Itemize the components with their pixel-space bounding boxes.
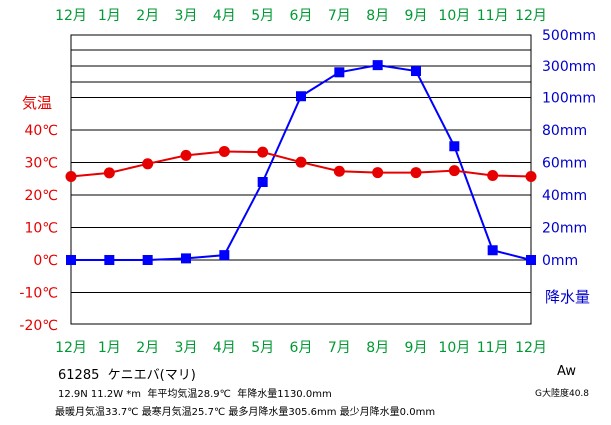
precipitation-point — [181, 253, 191, 264]
precipitation-point — [257, 177, 268, 187]
min-precip: 最少月降水量0.0mm — [339, 407, 436, 418]
plot-frame — [70, 34, 532, 325]
temperature-point — [410, 167, 422, 179]
station-name: ケニエバ(マリ) — [107, 368, 196, 383]
month-label: 3月 — [175, 340, 198, 356]
left-axis-ticks: 40℃ 30℃ 20℃ 10℃ 0℃ -10℃ -20℃ — [19, 123, 58, 334]
annual-precip: 年降水量1130.0mm — [237, 389, 332, 400]
precipitation-point — [66, 255, 76, 265]
precipitation-point — [104, 255, 115, 265]
temperature-point — [180, 149, 192, 161]
precipitation-point — [296, 91, 306, 102]
temp-tick-label: -10℃ — [19, 286, 58, 302]
month-label: 7月 — [328, 340, 351, 356]
temp-tick-label: 20℃ — [24, 188, 58, 204]
month-label: 5月 — [251, 8, 274, 24]
right-axis-label: 降水量 — [545, 288, 590, 306]
month-labels-top: 12月 1月 2月 3月 4月 5月 6月 7月 8月 9月 10月 11月 12月 — [55, 8, 547, 24]
station-info-line: 12.9N 11.2W *m 年平均気温28.9℃ 年降水量1130.0mm — [58, 385, 332, 400]
temperature-point — [372, 167, 384, 179]
climate-chart: 12月 1月 2月 3月 4月 5月 6月 7月 8月 9月 10月 11月 12月 12月 1月 2月 3月… — [19, 8, 596, 356]
precipitation-point — [449, 141, 460, 152]
month-label: 2月 — [136, 340, 159, 356]
temperature-point — [65, 170, 77, 182]
temperature-point — [487, 170, 499, 181]
temp-tick-label: 0℃ — [33, 253, 58, 269]
precipitation-point — [526, 255, 536, 265]
precip-tick-label: 60mm — [542, 156, 587, 172]
month-label: 12月 — [515, 8, 547, 24]
annual-temp: 年平均気温28.9℃ — [147, 389, 231, 400]
month-label: 10月 — [438, 340, 470, 356]
climate-class: Aw — [557, 364, 576, 379]
precip-tick-label: 40mm — [542, 188, 587, 204]
month-label: 6月 — [290, 340, 313, 356]
precipitation-point — [411, 66, 421, 77]
max-precip: 最多月降水量305.6mm — [228, 407, 337, 418]
precip-tick-label: 300mm — [542, 59, 596, 75]
temp-tick-label: 40℃ — [24, 123, 58, 139]
coldest-month: 最寒月気温25.7℃ — [141, 407, 226, 418]
precip-tick-label: 0mm — [542, 253, 578, 269]
left-axis-label: 気温 — [22, 94, 52, 112]
month-label: 11月 — [477, 8, 509, 24]
temperature-point — [448, 165, 460, 177]
station-id-name: 61285 ケニエバ(マリ) — [58, 364, 196, 383]
month-label: 6月 — [290, 8, 313, 24]
month-label: 1月 — [98, 340, 121, 356]
month-label: 9月 — [405, 340, 428, 356]
extremes-line: 最暖月気温33.7℃ 最寒月気温25.7℃ 最多月降水量305.6mm 最少月降… — [55, 403, 435, 418]
temperature-point — [295, 156, 307, 168]
month-label: 5月 — [251, 340, 274, 356]
warmest-month: 最暖月気温33.7℃ — [55, 407, 139, 418]
temp-tick-label: 30℃ — [24, 156, 58, 172]
month-labels-bottom: 12月 1月 2月 3月 4月 5月 6月 7月 8月 9月 10月 11月 12月 — [55, 340, 547, 356]
precipitation-point — [334, 67, 345, 78]
month-label: 4月 — [213, 340, 236, 356]
temperature-point — [218, 145, 230, 157]
month-label: 2月 — [136, 8, 159, 24]
temperature-point — [333, 165, 345, 177]
temp-tick-label: 10℃ — [24, 221, 58, 237]
precip-tick-label: 80mm — [542, 123, 587, 139]
month-label: 11月 — [477, 340, 509, 356]
month-label: 8月 — [366, 340, 389, 356]
station-id: 61285 — [58, 368, 100, 383]
temperature-point — [257, 146, 269, 158]
series-layer — [65, 60, 537, 265]
precipitation-point — [487, 245, 498, 256]
temperature-point — [525, 170, 537, 182]
precipitation-point — [142, 255, 153, 265]
month-label: 12月 — [515, 340, 547, 356]
month-label: 12月 — [55, 340, 87, 356]
month-label: 4月 — [213, 8, 236, 24]
right-axis-ticks: 500mm 300mm 100mm 80mm 60mm 40mm 20mm 0mm — [542, 28, 596, 269]
continentality: G大陸度40.8 — [535, 389, 590, 399]
month-label: 3月 — [175, 8, 198, 24]
month-label: 1月 — [98, 8, 121, 24]
month-label: 9月 — [405, 8, 428, 24]
temperature-point — [103, 167, 115, 179]
station-coords: 12.9N 11.2W *m — [58, 389, 141, 400]
precip-tick-label: 500mm — [542, 28, 596, 44]
temp-tick-label: -20℃ — [19, 318, 58, 334]
precipitation-point — [219, 250, 230, 261]
precip-tick-label: 100mm — [542, 91, 596, 107]
month-label: 7月 — [328, 8, 351, 24]
precipitation-point — [372, 60, 383, 71]
month-label: 10月 — [438, 8, 470, 24]
month-label: 12月 — [55, 8, 87, 24]
temperature-point — [142, 158, 154, 170]
month-label: 8月 — [366, 8, 389, 24]
precip-tick-label: 20mm — [542, 221, 587, 237]
grid — [70, 34, 532, 325]
